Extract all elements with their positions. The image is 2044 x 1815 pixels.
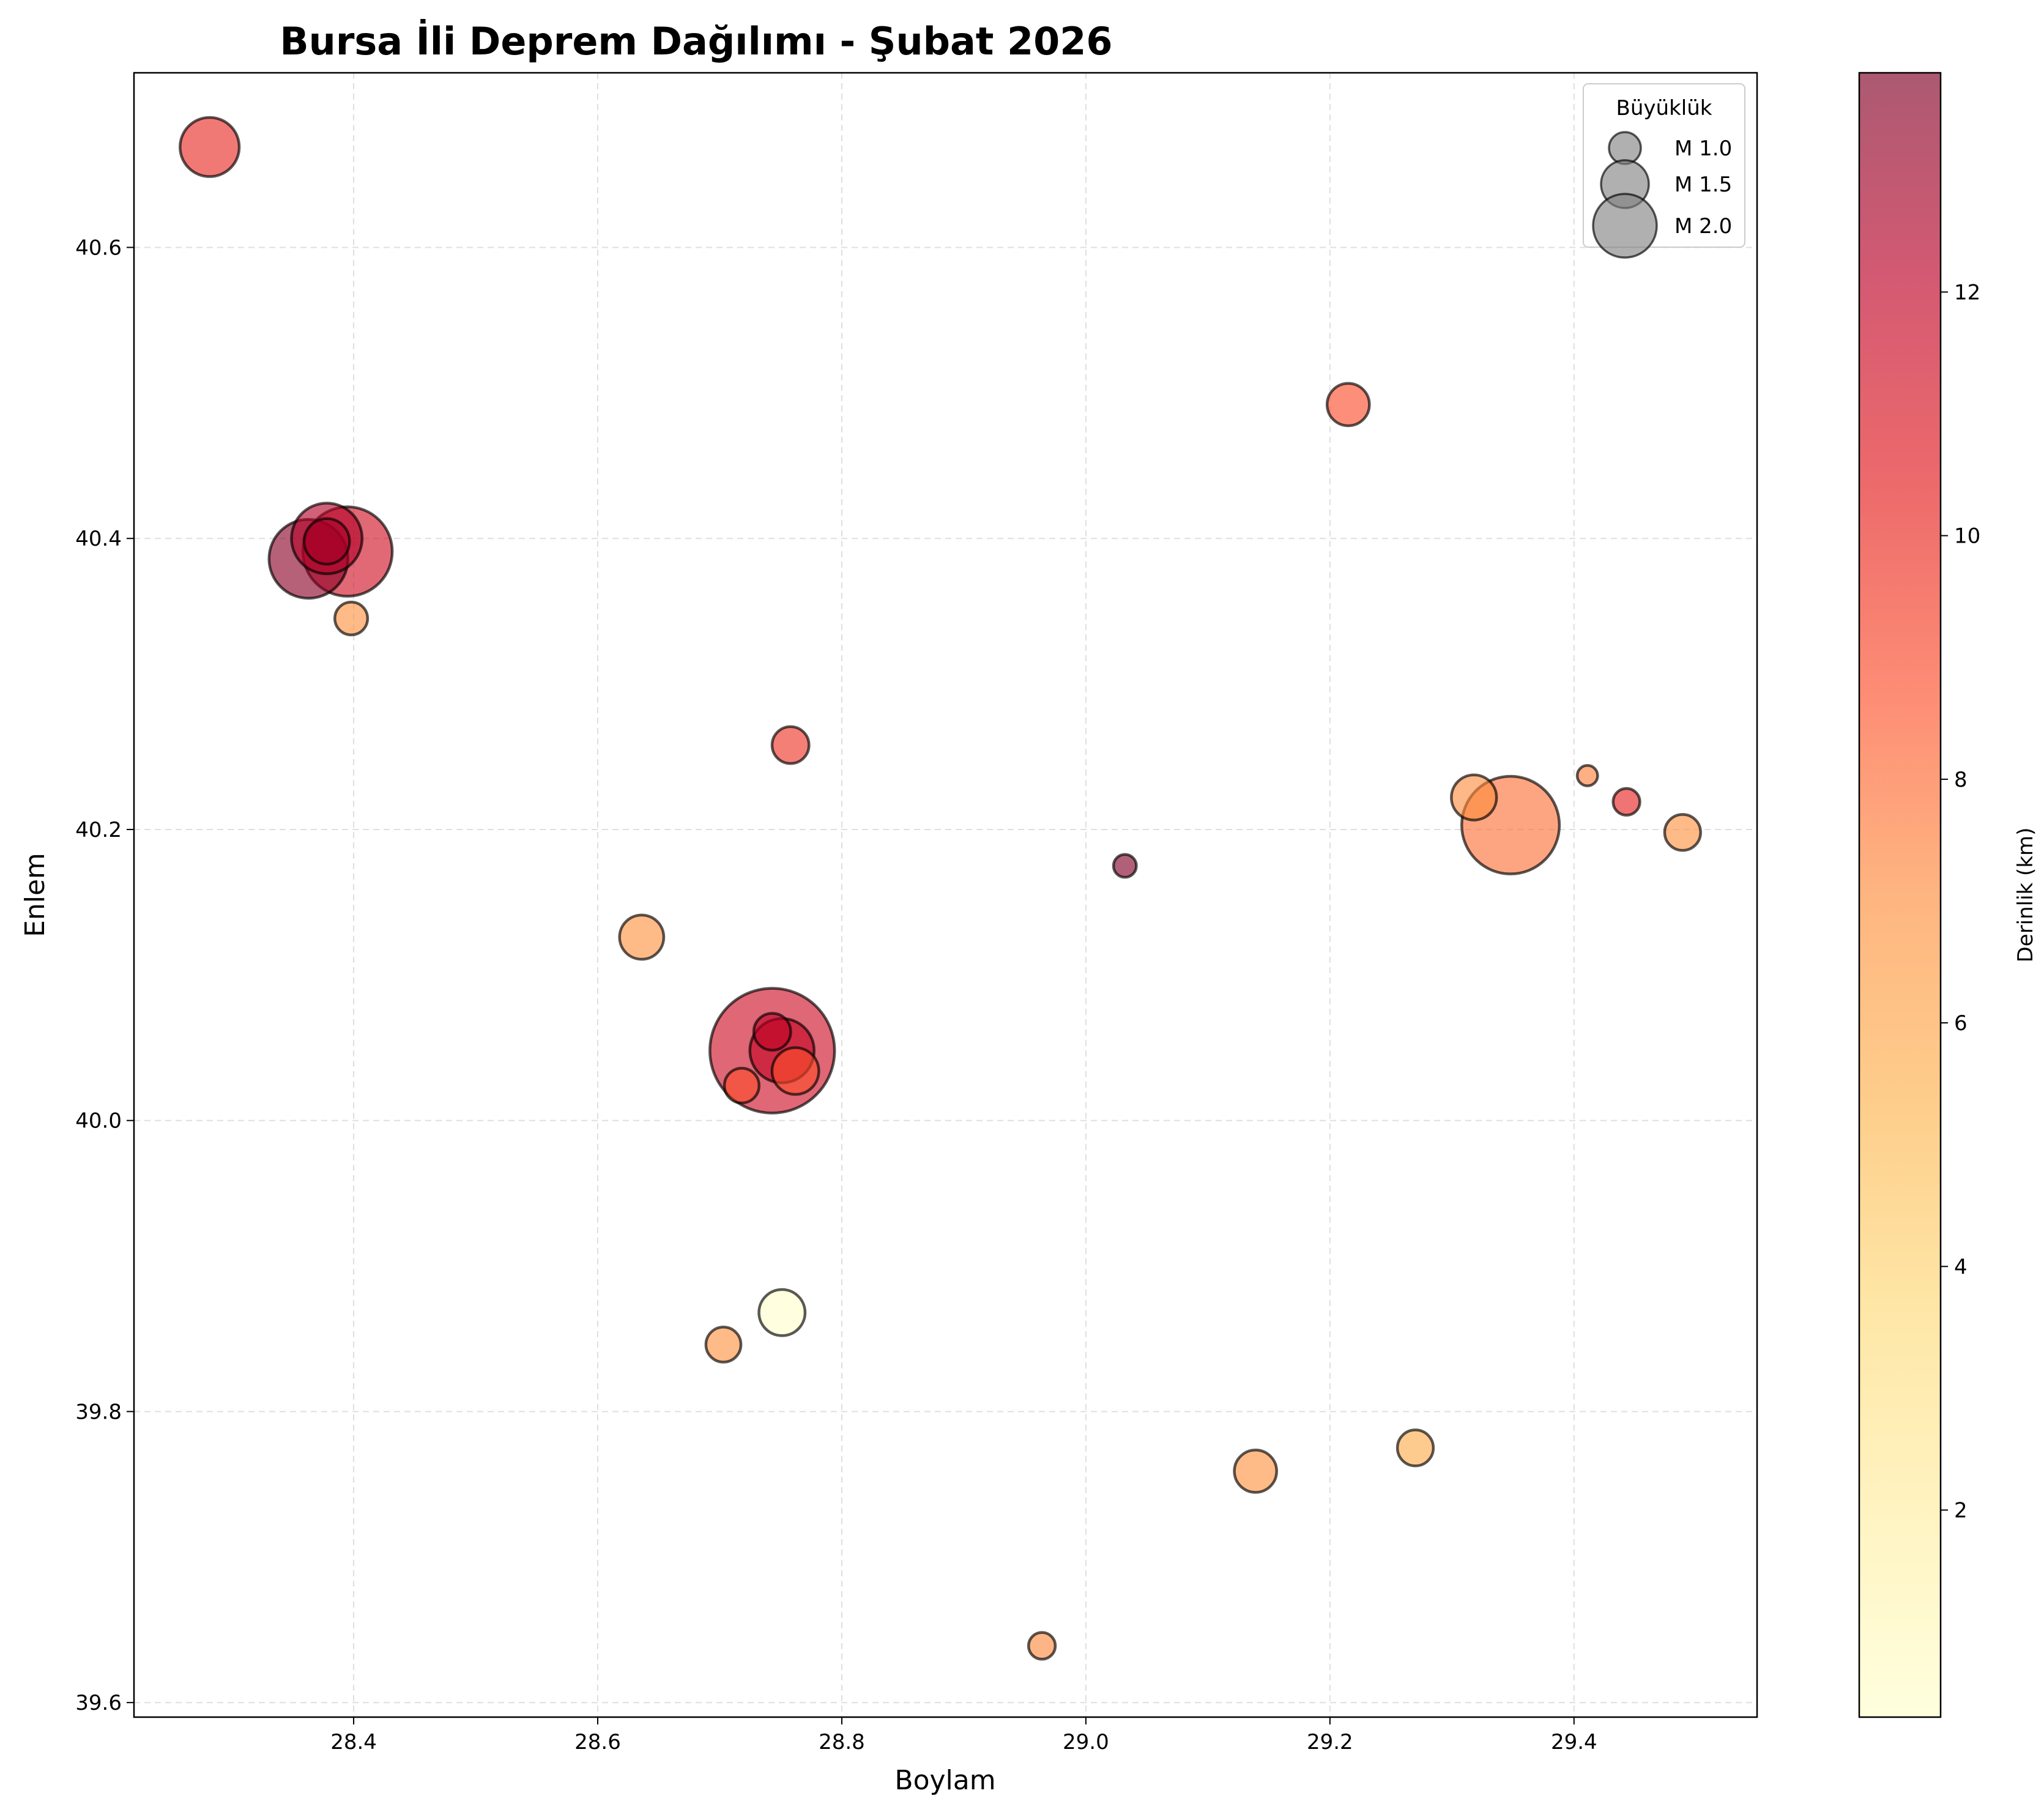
x-tick-label: 28.8 [819, 1730, 865, 1754]
y-axis-label: Enlem [20, 853, 51, 937]
earthquake-point [1233, 1449, 1278, 1494]
legend-marker [1608, 131, 1642, 165]
y-tick-label: 40.6 [75, 236, 122, 260]
earthquake-point [704, 1326, 743, 1364]
earthquake-point [770, 725, 811, 765]
legend-label: M 1.0 [1674, 136, 1732, 161]
colorbar-tick-label: 12 [1954, 280, 1980, 305]
earthquake-point [333, 601, 370, 637]
earthquake-point [1395, 1428, 1435, 1468]
legend-marker [1592, 193, 1658, 259]
colorbar-ticks: 2 4 6 8 10 12 [1941, 280, 1980, 1523]
earthquake-point [618, 913, 666, 961]
x-tick-label: 28.4 [330, 1730, 377, 1754]
legend-entries: M 1.0 M 1.5 M 2.0 [1592, 131, 1732, 259]
earthquake-point [752, 1012, 792, 1052]
earthquake-point [1112, 853, 1138, 879]
x-tick-label: 29.2 [1307, 1730, 1353, 1754]
x-tick-label: 29.0 [1063, 1730, 1109, 1754]
colorbar-tick-label: 10 [1954, 524, 1980, 549]
earthquake-point [1325, 382, 1371, 428]
y-tick-label: 39.8 [75, 1400, 122, 1424]
earthquake-point [1027, 1631, 1057, 1661]
earthquake-point [179, 116, 241, 178]
y-tick-label: 39.6 [75, 1691, 122, 1715]
earthquake-point [1575, 764, 1599, 787]
earthquake-point [757, 1288, 807, 1337]
y-axis: 39.6 39.8 40.0 40.2 40.4 40.6 [75, 236, 134, 1715]
chart-title: Bursa İli Deprem Dağılımı - Şubat 2026 [280, 19, 1112, 64]
x-axis-label: Boylam [894, 1765, 995, 1796]
earthquake-point [302, 517, 351, 566]
x-axis: 28.4 28.6 28.8 29.0 29.2 29.4 [330, 1717, 1597, 1754]
plot-area-frame [133, 72, 1758, 1718]
legend-label: M 2.0 [1674, 214, 1732, 239]
y-tick-label: 40.4 [75, 527, 122, 551]
colorbar-label: Derinlik (km) [2013, 828, 2038, 963]
colorbar-tick-label: 8 [1954, 768, 1968, 792]
y-tick-label: 40.2 [75, 818, 122, 842]
earthquake-point [770, 1046, 820, 1096]
earthquake-point [723, 1067, 760, 1105]
colorbar-tick-label: 4 [1954, 1255, 1968, 1279]
x-tick-label: 28.6 [574, 1730, 621, 1754]
x-tick-label: 29.4 [1551, 1730, 1597, 1754]
y-tick-label: 40.0 [75, 1109, 122, 1134]
earthquake-point [1450, 773, 1498, 822]
colorbar-tick-label: 6 [1954, 1011, 1968, 1036]
colorbar-tick-label: 2 [1954, 1499, 1968, 1523]
gridlines [134, 73, 1757, 1717]
earthquake-point [1611, 787, 1641, 817]
legend-label: M 1.5 [1674, 173, 1732, 197]
legend: Büyüklük M 1.0 M 1.5 M 2.0 [1583, 83, 1745, 259]
data-points [179, 116, 1702, 1661]
earthquake-point [1663, 813, 1702, 852]
colorbar-fill [1859, 73, 1941, 1717]
colorbar-frame [1858, 72, 1942, 1718]
legend-title: Büyüklük [1616, 96, 1712, 121]
colorbar: 2 4 6 8 10 12 Derinlik (km) [1858, 72, 2038, 1718]
